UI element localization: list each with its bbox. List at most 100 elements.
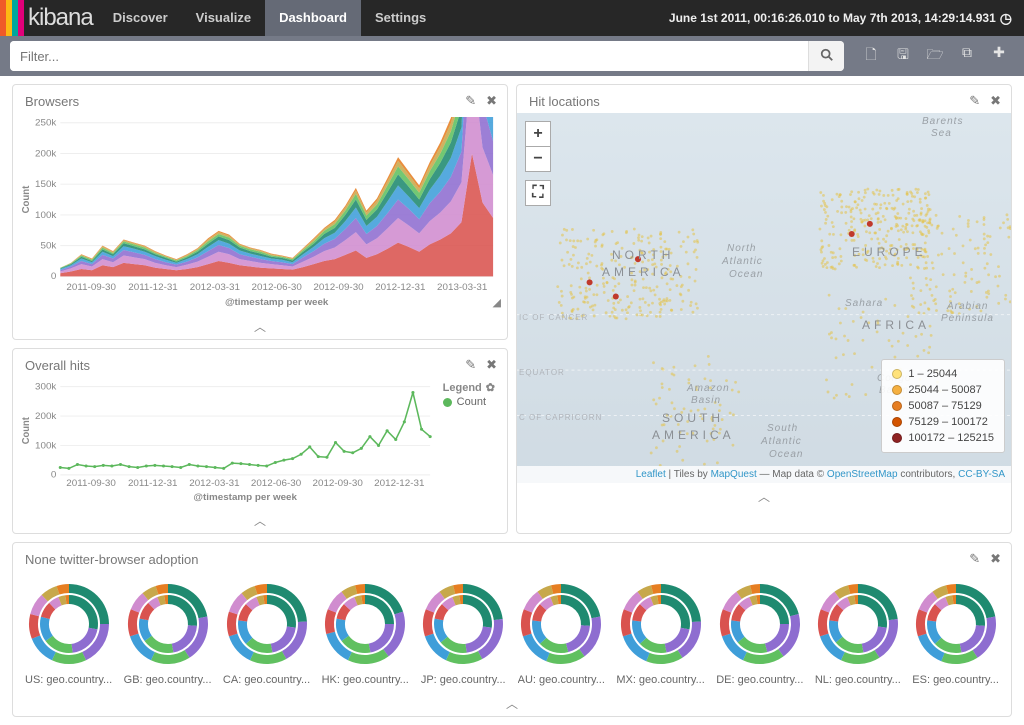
svg-text:2013-03-31: 2013-03-31 (437, 282, 487, 293)
svg-text:@timestamp per week: @timestamp per week (193, 492, 297, 503)
donut: JP: geo.country... (420, 581, 506, 686)
time-range[interactable]: June 1st 2011, 00:16:26.010 to May 7th 2… (669, 10, 1024, 27)
panel-expand[interactable]: ︿ (517, 483, 1011, 509)
chart-legend: Legend ✿ Count (443, 381, 495, 408)
logo-bars (0, 0, 24, 36)
svg-text:2012-03-31: 2012-03-31 (190, 282, 240, 293)
donut: CA: geo.country... (223, 581, 310, 686)
svg-text:2012-06-30: 2012-06-30 (251, 478, 301, 489)
donut-label: US: geo.country... (25, 674, 112, 686)
svg-text:2012-12-31: 2012-12-31 (374, 478, 424, 489)
donut: ES: geo.country... (912, 581, 999, 686)
browsers-chart: 050k100k150k200k250k2011-09-302011-12-31… (13, 113, 507, 313)
donut-label: DE: geo.country... (716, 674, 803, 686)
donut-label: JP: geo.country... (420, 674, 506, 686)
save-icon[interactable]: 🖫 (894, 44, 912, 68)
panel-map: Hit locations ✎ ✖ NORTHAMERICAEUROPEAFRI… (516, 84, 1012, 534)
svg-text:0: 0 (51, 271, 57, 282)
close-icon[interactable]: ✖ (486, 357, 497, 373)
donut-label: ES: geo.country... (912, 674, 999, 686)
legend-swatch (443, 398, 452, 407)
logo-text: kibana (24, 4, 99, 32)
nav-tabs: DiscoverVisualizeDashboardSettings (99, 0, 441, 36)
donut-label: MX: geo.country... (616, 674, 704, 686)
mapquest-link[interactable]: MapQuest (711, 469, 757, 480)
cc-link[interactable]: CC-BY-SA (958, 469, 1005, 480)
svg-text:200k: 200k (35, 148, 56, 159)
toolbar: 🗋 🖫 🗁 ⧉ ✚ (0, 36, 1024, 76)
svg-text:100k: 100k (35, 210, 56, 221)
donut-label: HK: geo.country... (322, 674, 409, 686)
chevron-up-icon: ︿ (254, 320, 266, 334)
filter-box (10, 41, 844, 71)
panel-title: Overall hits (25, 358, 90, 373)
svg-text:2012-06-30: 2012-06-30 (252, 282, 303, 293)
zoom-out-button[interactable]: − (525, 146, 551, 172)
nav-tab-dashboard[interactable]: Dashboard (265, 0, 361, 36)
donut: DE: geo.country... (716, 581, 803, 686)
legend-gear-icon[interactable]: ✿ (486, 381, 495, 394)
svg-text:2011-09-30: 2011-09-30 (66, 478, 116, 489)
edit-icon[interactable]: ✎ (465, 93, 476, 109)
svg-text:@timestamp per week: @timestamp per week (225, 297, 329, 308)
map[interactable]: NORTHAMERICAEUROPEAFRICASOUTHAMERICANort… (517, 113, 1011, 483)
donut-label: GB: geo.country... (124, 674, 212, 686)
clock-icon: ◷ (1000, 10, 1012, 27)
panel-browsers: Browsers ✎ ✖ 050k100k150k200k250k2011-09… (12, 84, 508, 340)
search-button[interactable] (808, 41, 844, 71)
svg-text:2012-12-31: 2012-12-31 (375, 282, 425, 293)
open-icon[interactable]: 🗁 (926, 44, 944, 68)
chevron-up-icon: ︿ (758, 490, 770, 504)
navbar: kibana DiscoverVisualizeDashboardSetting… (0, 0, 1024, 36)
leaflet-link[interactable]: Leaflet (636, 469, 666, 480)
nav-tab-discover[interactable]: Discover (99, 0, 182, 36)
svg-text:100k: 100k (35, 440, 57, 451)
crop-button[interactable]: ⛶ (525, 180, 551, 206)
edit-icon[interactable]: ✎ (465, 357, 476, 373)
svg-text:Count: Count (21, 416, 32, 444)
add-icon[interactable]: ✚ (990, 44, 1008, 68)
panel-expand[interactable]: ︿ (13, 313, 507, 339)
panel-expand[interactable]: ︿ (13, 507, 507, 533)
svg-text:2011-12-31: 2011-12-31 (128, 282, 178, 293)
share-icon[interactable]: ⧉ (958, 44, 976, 68)
donut-label: CA: geo.country... (223, 674, 310, 686)
donut: US: geo.country... (25, 581, 112, 686)
svg-text:2012-09-30: 2012-09-30 (313, 282, 364, 293)
svg-text:2012-03-31: 2012-03-31 (189, 478, 239, 489)
nav-tab-visualize[interactable]: Visualize (182, 0, 265, 36)
edit-icon[interactable]: ✎ (969, 93, 980, 109)
donut: AU: geo.country... (518, 581, 605, 686)
donut: HK: geo.country... (322, 581, 409, 686)
time-range-text: June 1st 2011, 00:16:26.010 to May 7th 2… (669, 11, 996, 25)
close-icon[interactable]: ✖ (990, 551, 1001, 567)
overall-chart: 0100k200k300k2011-09-302011-12-312012-03… (13, 377, 507, 507)
donut: GB: geo.country... (124, 581, 212, 686)
panel-title: None twitter-browser adoption (25, 552, 198, 567)
donuts: US: geo.country... GB: geo.country... CA: … (13, 571, 1011, 690)
svg-text:Count: Count (21, 185, 32, 213)
close-icon[interactable]: ✖ (990, 93, 1001, 109)
map-attribution: Leaflet | Tiles by MapQuest — Map data ©… (517, 466, 1011, 483)
panel-title: Hit locations (529, 94, 600, 109)
toolbar-actions: 🗋 🖫 🗁 ⧉ ✚ (852, 44, 1014, 68)
svg-text:2011-12-31: 2011-12-31 (128, 478, 178, 489)
panel-overall: Overall hits ✎ ✖ 0100k200k300k2011-09-30… (12, 348, 508, 534)
donut-label: AU: geo.country... (518, 674, 605, 686)
donut-label: NL: geo.country... (815, 674, 901, 686)
svg-text:300k: 300k (35, 382, 57, 393)
new-icon[interactable]: 🗋 (862, 44, 880, 68)
filter-input[interactable] (10, 41, 808, 71)
osm-link[interactable]: OpenStreetMap (827, 469, 898, 480)
zoom-in-button[interactable]: + (525, 121, 551, 147)
panel-expand[interactable]: ︿ (13, 690, 1011, 716)
chevron-up-icon: ︿ (506, 697, 518, 711)
close-icon[interactable]: ✖ (486, 93, 497, 109)
resize-handle-icon[interactable]: ◢ (493, 296, 501, 309)
donut: MX: geo.country... (616, 581, 704, 686)
chevron-up-icon: ︿ (254, 514, 266, 528)
map-legend: 1 – 2504425044 – 5008750087 – 7512975129… (881, 359, 1005, 453)
svg-text:250k: 250k (35, 118, 56, 129)
nav-tab-settings[interactable]: Settings (361, 0, 440, 36)
edit-icon[interactable]: ✎ (969, 551, 980, 567)
